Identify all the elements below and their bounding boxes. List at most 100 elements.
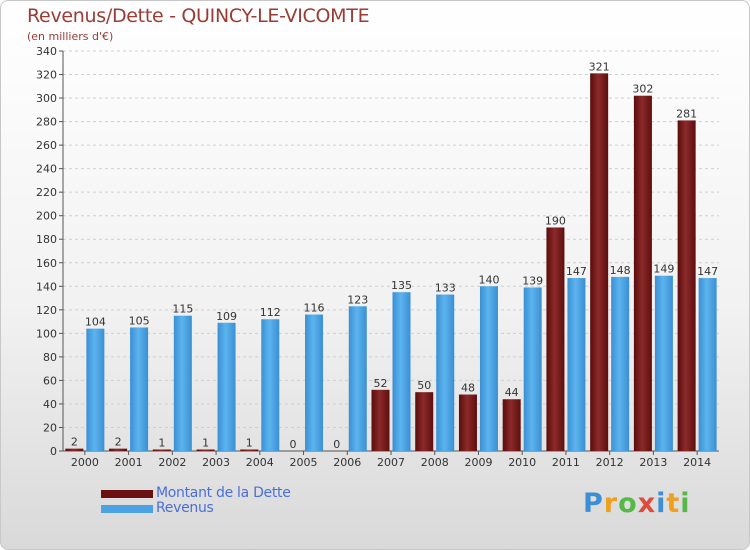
data-label-revenus: 116 — [304, 302, 325, 315]
bar-dette — [109, 448, 128, 451]
logo-letter: i — [656, 488, 667, 519]
data-label-revenus: 148 — [610, 264, 631, 277]
bar-dette — [196, 449, 215, 451]
bar-dette — [458, 394, 477, 451]
legend-label-revenus: Revenus — [156, 500, 214, 516]
y-tick-label: 160 — [36, 257, 57, 270]
x-tick-label: 2003 — [202, 456, 230, 469]
logo-letter: t — [666, 488, 681, 519]
x-tick-label: 2006 — [333, 456, 361, 469]
data-label-revenus: 105 — [129, 314, 150, 327]
y-tick-label: 40 — [43, 398, 57, 411]
y-tick-label: 100 — [36, 327, 57, 340]
data-label-revenus: 112 — [260, 306, 281, 319]
bar-revenus — [217, 322, 236, 451]
bar-revenus — [611, 276, 630, 451]
bar-dette — [546, 227, 565, 451]
data-label-dette: 48 — [461, 382, 475, 395]
y-tick-label: 200 — [36, 210, 57, 223]
chart-title: Revenus/Dette - QUINCY-LE-VICOMTE — [27, 5, 370, 27]
data-label-dette: 321 — [589, 60, 610, 73]
x-tick-label: 2014 — [683, 456, 711, 469]
data-label-dette: 44 — [505, 386, 519, 399]
data-label-dette: 50 — [417, 379, 431, 392]
logo-letter: P — [583, 488, 604, 519]
x-tick-label: 2013 — [639, 456, 667, 469]
bar-revenus — [392, 292, 411, 451]
bar-revenus — [567, 278, 586, 451]
x-tick-label: 2001 — [115, 456, 143, 469]
bar-dette — [415, 392, 434, 451]
x-tick-label: 2009 — [464, 456, 492, 469]
x-tick-label: 2008 — [421, 456, 449, 469]
x-tick-label: 2000 — [71, 456, 99, 469]
x-tick-label: 2002 — [158, 456, 186, 469]
bar-revenus — [698, 278, 717, 451]
data-label-dette: 190 — [545, 214, 566, 227]
y-tick-label: 320 — [36, 69, 57, 82]
bar-revenus — [261, 319, 280, 451]
bar-revenus — [654, 275, 673, 451]
bar-revenus — [348, 306, 367, 451]
y-tick-label: 300 — [36, 92, 57, 105]
data-label-dette: 2 — [115, 436, 122, 449]
y-tick-label: 340 — [36, 45, 57, 58]
y-tick-label: 0 — [50, 445, 57, 458]
y-tick-label: 80 — [43, 351, 57, 364]
bar-dette — [677, 120, 696, 451]
data-label-revenus: 140 — [478, 273, 499, 286]
bar-revenus — [130, 327, 149, 451]
y-tick-label: 240 — [36, 163, 57, 176]
bar-revenus — [86, 328, 105, 451]
logo-letter: i — [680, 488, 691, 519]
bar-dette — [371, 389, 390, 451]
data-label-dette: 52 — [374, 377, 388, 390]
data-label-revenus: 104 — [85, 316, 106, 329]
data-label-revenus: 123 — [347, 293, 368, 306]
x-tick-label: 2007 — [377, 456, 405, 469]
bar-revenus — [479, 286, 498, 451]
data-label-dette: 1 — [246, 437, 253, 450]
data-label-revenus: 139 — [522, 274, 543, 287]
bar-dette — [633, 95, 652, 452]
data-label-dette: 281 — [676, 107, 697, 120]
y-tick-label: 180 — [36, 233, 57, 246]
data-label-dette: 0 — [290, 438, 297, 451]
data-label-revenus: 109 — [216, 310, 237, 323]
data-label-dette: 0 — [333, 438, 340, 451]
bar-dette — [65, 448, 84, 451]
data-label-dette: 1 — [202, 437, 209, 450]
data-label-dette: 2 — [71, 436, 78, 449]
bar-dette — [240, 449, 259, 451]
legend-swatch-revenus — [101, 505, 153, 513]
y-tick-label: 260 — [36, 139, 57, 152]
bar-dette — [590, 73, 609, 452]
x-tick-label: 2004 — [246, 456, 274, 469]
data-label-revenus: 115 — [172, 303, 193, 316]
logo-letter: x — [637, 488, 657, 519]
data-label-revenus: 147 — [566, 265, 587, 278]
y-tick-label: 120 — [36, 304, 57, 317]
bar-dette — [152, 449, 171, 451]
y-tick-label: 220 — [36, 186, 57, 199]
y-tick-label: 140 — [36, 280, 57, 293]
data-label-revenus: 135 — [391, 279, 412, 292]
logo-letter: o — [618, 488, 638, 519]
proxiti-logo: Proxiti — [583, 488, 691, 519]
bar-dette — [502, 399, 521, 451]
x-tick-label: 2010 — [508, 456, 536, 469]
x-tick-label: 2012 — [596, 456, 624, 469]
data-label-revenus: 149 — [653, 263, 674, 276]
bar-revenus — [305, 314, 324, 451]
data-label-dette: 1 — [158, 437, 165, 450]
chart-subtitle: (en milliers d'€) — [27, 30, 114, 43]
data-label-revenus: 133 — [435, 282, 456, 295]
x-tick-label: 2011 — [552, 456, 580, 469]
legend-label-dette: Montant de la Dette — [156, 485, 291, 501]
data-label-revenus: 147 — [697, 265, 718, 278]
data-label-dette: 302 — [632, 83, 653, 96]
legend-swatch-dette — [101, 490, 153, 498]
y-tick-label: 20 — [43, 421, 57, 434]
bar-revenus — [173, 315, 192, 451]
